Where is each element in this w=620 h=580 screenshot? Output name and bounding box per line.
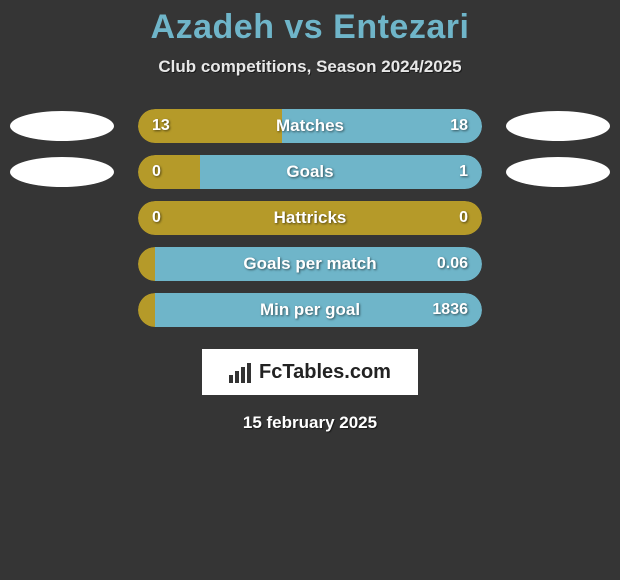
stat-value-left: 0: [152, 163, 161, 181]
stat-label: Goals per match: [243, 254, 376, 274]
player-avatar-left: [10, 111, 114, 141]
date-label: 15 february 2025: [0, 413, 620, 433]
player-avatar-left: [10, 157, 114, 187]
stat-rows: 13 18 Matches 0 1 Goals 0 0 Hattricks 0.06 Goals p…: [0, 109, 620, 327]
bar-segment-left: [138, 155, 200, 189]
stat-value-right: 1: [459, 163, 468, 181]
stat-row: 0 0 Hattricks: [0, 201, 620, 235]
stat-label: Matches: [276, 116, 344, 136]
stat-bar: 1836 Min per goal: [138, 293, 482, 327]
stat-label: Hattricks: [274, 208, 347, 228]
stat-bar: 0 1 Goals: [138, 155, 482, 189]
page-title: Azadeh vs Entezari: [0, 8, 620, 47]
brand-text: FcTables.com: [259, 361, 391, 384]
stat-row: 0.06 Goals per match: [0, 247, 620, 281]
player-avatar-right: [506, 111, 610, 141]
stat-value-right: 0.06: [437, 255, 468, 273]
stat-value-left: 0: [152, 209, 161, 227]
stat-row: 13 18 Matches: [0, 109, 620, 143]
player-avatar-right: [506, 157, 610, 187]
stat-value-left: 13: [152, 117, 170, 135]
comparison-card: Azadeh vs Entezari Club competitions, Se…: [0, 0, 620, 433]
brand-box: FcTables.com: [202, 349, 418, 395]
stat-label: Goals: [286, 162, 333, 182]
bar-segment-left: [138, 293, 155, 327]
stat-row: 0 1 Goals: [0, 155, 620, 189]
stat-value-right: 18: [450, 117, 468, 135]
brand-inner: FcTables.com: [229, 361, 391, 384]
stat-row: 1836 Min per goal: [0, 293, 620, 327]
bar-segment-left: [138, 247, 155, 281]
brand-bars-icon: [229, 361, 255, 383]
stat-bar: 13 18 Matches: [138, 109, 482, 143]
stat-value-right: 0: [459, 209, 468, 227]
stat-bar: 0.06 Goals per match: [138, 247, 482, 281]
stat-value-right: 1836: [432, 301, 468, 319]
stat-label: Min per goal: [260, 300, 360, 320]
bar-segment-right: [200, 155, 482, 189]
subtitle: Club competitions, Season 2024/2025: [0, 57, 620, 77]
stat-bar: 0 0 Hattricks: [138, 201, 482, 235]
